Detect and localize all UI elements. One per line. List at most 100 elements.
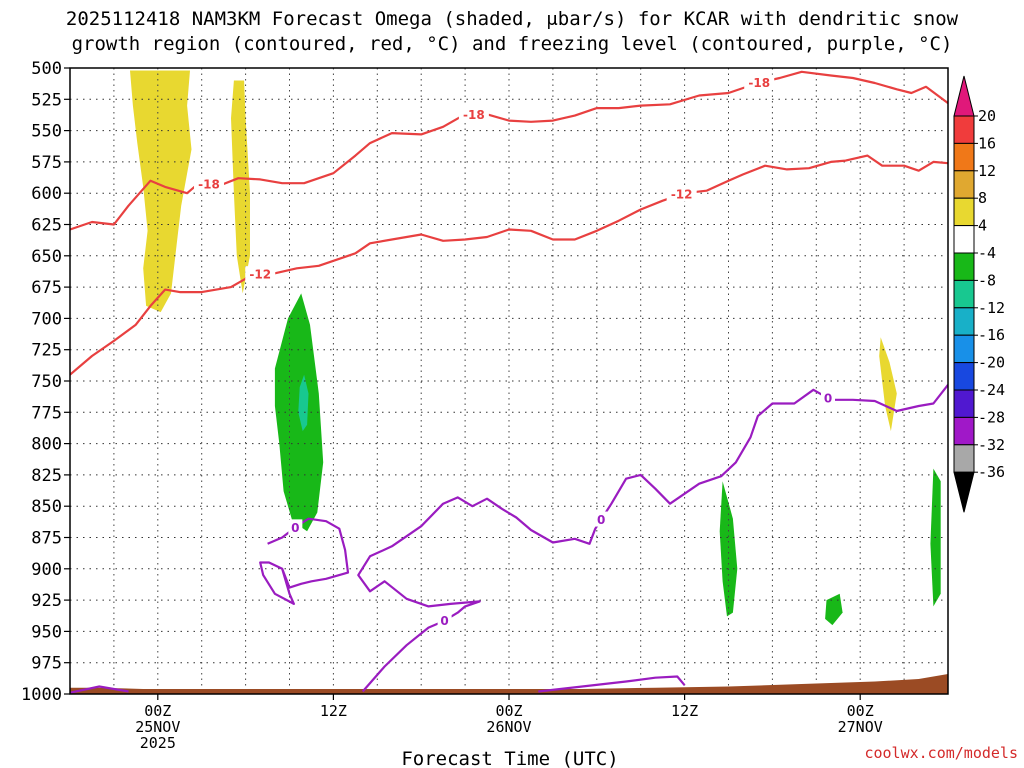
colorbar-bin--28--24	[953, 389, 975, 418]
contour-label-bg	[288, 519, 303, 535]
contour-freezing-level-edge	[70, 685, 129, 694]
colorbar-label-4: 4	[978, 217, 987, 235]
y-tick-label-850: 850	[31, 497, 62, 517]
y-tick-label-875: 875	[31, 529, 62, 549]
colorbar-label-9: -20	[978, 354, 1005, 372]
contour-freezing-level-loop	[259, 517, 350, 605]
omega-region-ascent-late-column	[794, 136, 817, 394]
y-tick-label-1000: 1000	[21, 685, 62, 705]
y-tick-label-550: 550	[31, 122, 62, 142]
contour-label-freezing-level-main-2: 0	[597, 513, 605, 527]
y-tick-label-975: 975	[31, 654, 62, 674]
y-tick-label-575: 575	[31, 153, 62, 173]
y-tick-label-825: 825	[31, 466, 62, 486]
contour-label-bg	[194, 175, 225, 191]
omega-region-subsidence-early-narrow	[231, 80, 250, 294]
chart-title-line-1: 2025112418 NAM3KM Forecast Omega (shaded…	[66, 8, 959, 30]
contour-label-freezing-level-main-3: 0	[824, 392, 832, 406]
colorbar-bin--36--32	[953, 444, 975, 473]
colorbar-label-8: -16	[978, 326, 1005, 344]
plot-area: -18 -18 -18 -12 -12 0 0 0 0	[69, 67, 949, 695]
y-tick-label-525: 525	[31, 90, 62, 110]
chart-title-line-2: growth region (contoured, red, °C) and f…	[72, 33, 953, 55]
y-tick-label-650: 650	[31, 247, 62, 267]
colorbar-label-1: 16	[978, 134, 996, 152]
y-tick-label-750: 750	[31, 372, 62, 392]
colorbar-bin--24--20	[953, 362, 975, 391]
contour-label-bg	[666, 186, 697, 202]
contour-freezing-level-surface	[538, 675, 686, 693]
colorbar-label-6: -8	[978, 271, 996, 289]
omega-region-ascent-late-main	[686, 128, 884, 642]
colorbar-bottom-arrow	[953, 471, 975, 513]
contour-label-bg	[245, 266, 276, 282]
contour-label-dendritic-upper-isotherm-0: -18	[198, 177, 220, 191]
colorbar-bin--4-4	[953, 225, 975, 254]
contour-label-dendritic-lower-isotherm-1: -12	[671, 188, 693, 202]
x-tick-label-30-2: 26NOV	[486, 718, 531, 736]
colorbar-bin--32--28	[953, 416, 975, 446]
contour-label-freezing-level-loop-0: 0	[291, 521, 299, 535]
contour-label-bg	[458, 106, 489, 122]
contour-label-layer: -18 -18 -18 -12 -12 0 0 0 0	[194, 74, 836, 628]
x-tick-label-54-1: 00Z	[847, 702, 874, 720]
y-tick-label-600: 600	[31, 184, 62, 204]
x-tick-label-42-1: 12Z	[671, 702, 698, 720]
terrain-layer	[70, 674, 948, 694]
colorbar-bin-8-12	[953, 170, 975, 199]
omega-region-ascent-early-upper	[337, 70, 375, 291]
x-tick-label-6-3: 2025	[140, 734, 176, 752]
x-tick-label-6-1: 00Z	[144, 702, 171, 720]
y-tick-label-700: 700	[31, 309, 62, 329]
colorbar-label-12: -32	[978, 436, 1005, 454]
contour-label-dendritic-upper-isotherm-2: -18	[748, 76, 770, 90]
y-tick-label-500: 500	[31, 59, 62, 79]
y-tick-label-625: 625	[31, 216, 62, 236]
colorbar-bin--12--8	[953, 279, 975, 309]
colorbar-bin-12-16	[953, 142, 975, 172]
contour-label-dendritic-lower-isotherm-0: -12	[249, 268, 271, 282]
colorbar-label-11: -28	[978, 408, 1005, 426]
x-axis-label: Forecast Time (UTC)	[401, 748, 618, 768]
contour-label-dendritic-upper-isotherm-1: -18	[463, 108, 485, 122]
colorbar-bin--8--4	[953, 252, 975, 281]
y-tick-label-775: 775	[31, 403, 62, 423]
terrain-fill	[70, 674, 948, 694]
colorbar-bin--20--16	[953, 334, 975, 364]
colorbar-label-10: -24	[978, 381, 1005, 399]
colorbar: 20 16 12 8 4 -4 -8 -12 -16 -20 -24 -28 -32 -36	[953, 75, 1005, 513]
y-axis: 500 525 550 575 600 625 650 675 700 725 750 775 800 8…	[21, 59, 70, 705]
contour-freezing-level-main	[357, 384, 948, 693]
colorbar-label-7: -12	[978, 299, 1005, 317]
colorbar-bin-4-8	[953, 197, 975, 227]
x-tick-label-18-1: 12Z	[320, 702, 347, 720]
contour-label-bg	[821, 390, 836, 406]
colorbar-label-2: 12	[978, 162, 996, 180]
colorbar-label-0: 20	[978, 107, 996, 125]
omega-shading-layer	[130, 68, 943, 644]
x-tick-label-6-2: 25NOV	[135, 718, 180, 736]
y-tick-label-925: 925	[31, 591, 62, 611]
contour-dendritic-lower-isotherm	[70, 154, 948, 376]
colorbar-label-5: -4	[978, 244, 996, 262]
colorbar-bin--16--12	[953, 307, 975, 336]
x-tick-label-30-1: 00Z	[495, 702, 522, 720]
contour-label-freezing-level-main-1: 0	[440, 614, 448, 628]
y-tick-label-900: 900	[31, 560, 62, 580]
y-tick-label-675: 675	[31, 278, 62, 298]
y-tick-label-725: 725	[31, 341, 62, 361]
omega-region-subsidence-early-plume	[130, 70, 192, 313]
colorbar-label-3: 8	[978, 189, 987, 207]
y-tick-label-950: 950	[31, 622, 62, 642]
contour-label-bg	[594, 511, 609, 527]
contour-label-bg	[437, 612, 452, 628]
contour-label-bg	[744, 74, 775, 90]
colorbar-bin-16-20	[953, 115, 975, 144]
omega-region-ascent-early-peak	[298, 374, 309, 432]
x-tick-label-54-2: 27NOV	[838, 718, 883, 736]
colorbar-label-13: -36	[978, 463, 1005, 481]
omega-region-subsidence-late-blob	[879, 337, 897, 432]
y-tick-label-800: 800	[31, 435, 62, 455]
